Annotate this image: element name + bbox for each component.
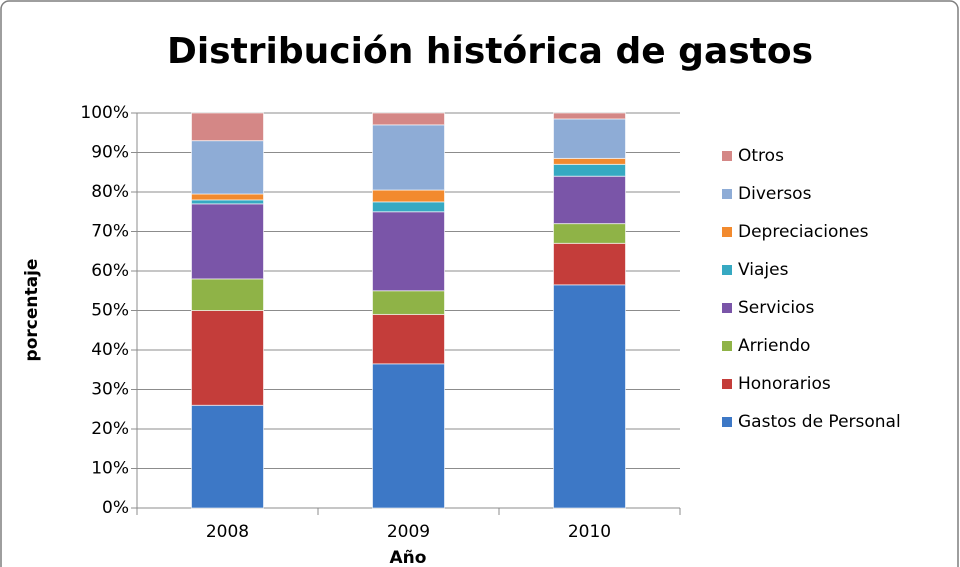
legend-label: Gastos de Personal <box>738 412 901 432</box>
legend-label: Arriendo <box>738 336 810 356</box>
bar-segment <box>372 363 445 509</box>
legend-label: Servicios <box>738 298 814 318</box>
legend-swatch <box>722 303 732 313</box>
x-axis-label: Año <box>390 548 427 567</box>
bar-segment <box>191 193 264 201</box>
x-tick-label: 2010 <box>568 522 611 542</box>
bar-segment <box>372 201 445 213</box>
legend-label: Diversos <box>738 184 812 204</box>
legend-swatch <box>722 417 732 427</box>
bar-segment <box>191 404 264 509</box>
legend-label: Depreciaciones <box>738 222 869 242</box>
y-tick-label: 90% <box>91 143 129 163</box>
bar-segment <box>372 313 445 365</box>
bar-segment <box>191 140 264 195</box>
bar-segment <box>372 211 445 292</box>
y-tick-label: 100% <box>80 103 129 123</box>
y-tick-label: 40% <box>91 340 129 360</box>
bar-segment <box>553 118 626 159</box>
bar-segment <box>372 112 445 126</box>
bar-segment <box>553 157 626 165</box>
bar-segment <box>553 175 626 225</box>
bar-segment <box>372 189 445 203</box>
y-axis-label: porcentaje <box>22 259 42 362</box>
legend-swatch <box>722 265 732 275</box>
bar-segment <box>191 112 264 142</box>
y-tick-label: 30% <box>91 380 129 400</box>
bar-segment <box>372 124 445 191</box>
bar-segment <box>372 290 445 315</box>
chart-title: Distribución histórica de gastos <box>167 31 813 72</box>
legend-swatch <box>722 189 732 199</box>
bar-segment <box>553 242 626 286</box>
bar-segment <box>191 203 264 280</box>
y-tick-label: 50% <box>91 301 129 321</box>
y-tick-label: 80% <box>91 182 129 202</box>
bar-segment <box>191 310 264 406</box>
y-tick-label: 10% <box>91 459 129 479</box>
legend-swatch <box>722 379 732 389</box>
x-tick-label: 2008 <box>206 522 249 542</box>
y-tick-label: 60% <box>91 261 129 281</box>
y-tick-label: 0% <box>102 498 129 518</box>
bar-segment <box>553 284 626 509</box>
legend-label: Otros <box>738 146 784 166</box>
legend-swatch <box>722 227 732 237</box>
legend-label: Viajes <box>738 260 789 280</box>
bar-segment <box>191 278 264 311</box>
legend-swatch <box>722 341 732 351</box>
bar-segment <box>553 112 626 120</box>
bar-segment <box>191 199 264 205</box>
legend-swatch <box>722 151 732 161</box>
legend-label: Honorarios <box>738 374 831 394</box>
y-tick-label: 20% <box>91 419 129 439</box>
bar-segment <box>553 223 626 244</box>
bar-segment <box>553 163 626 177</box>
x-tick-label: 2009 <box>387 522 430 542</box>
y-tick-label: 70% <box>91 222 129 242</box>
